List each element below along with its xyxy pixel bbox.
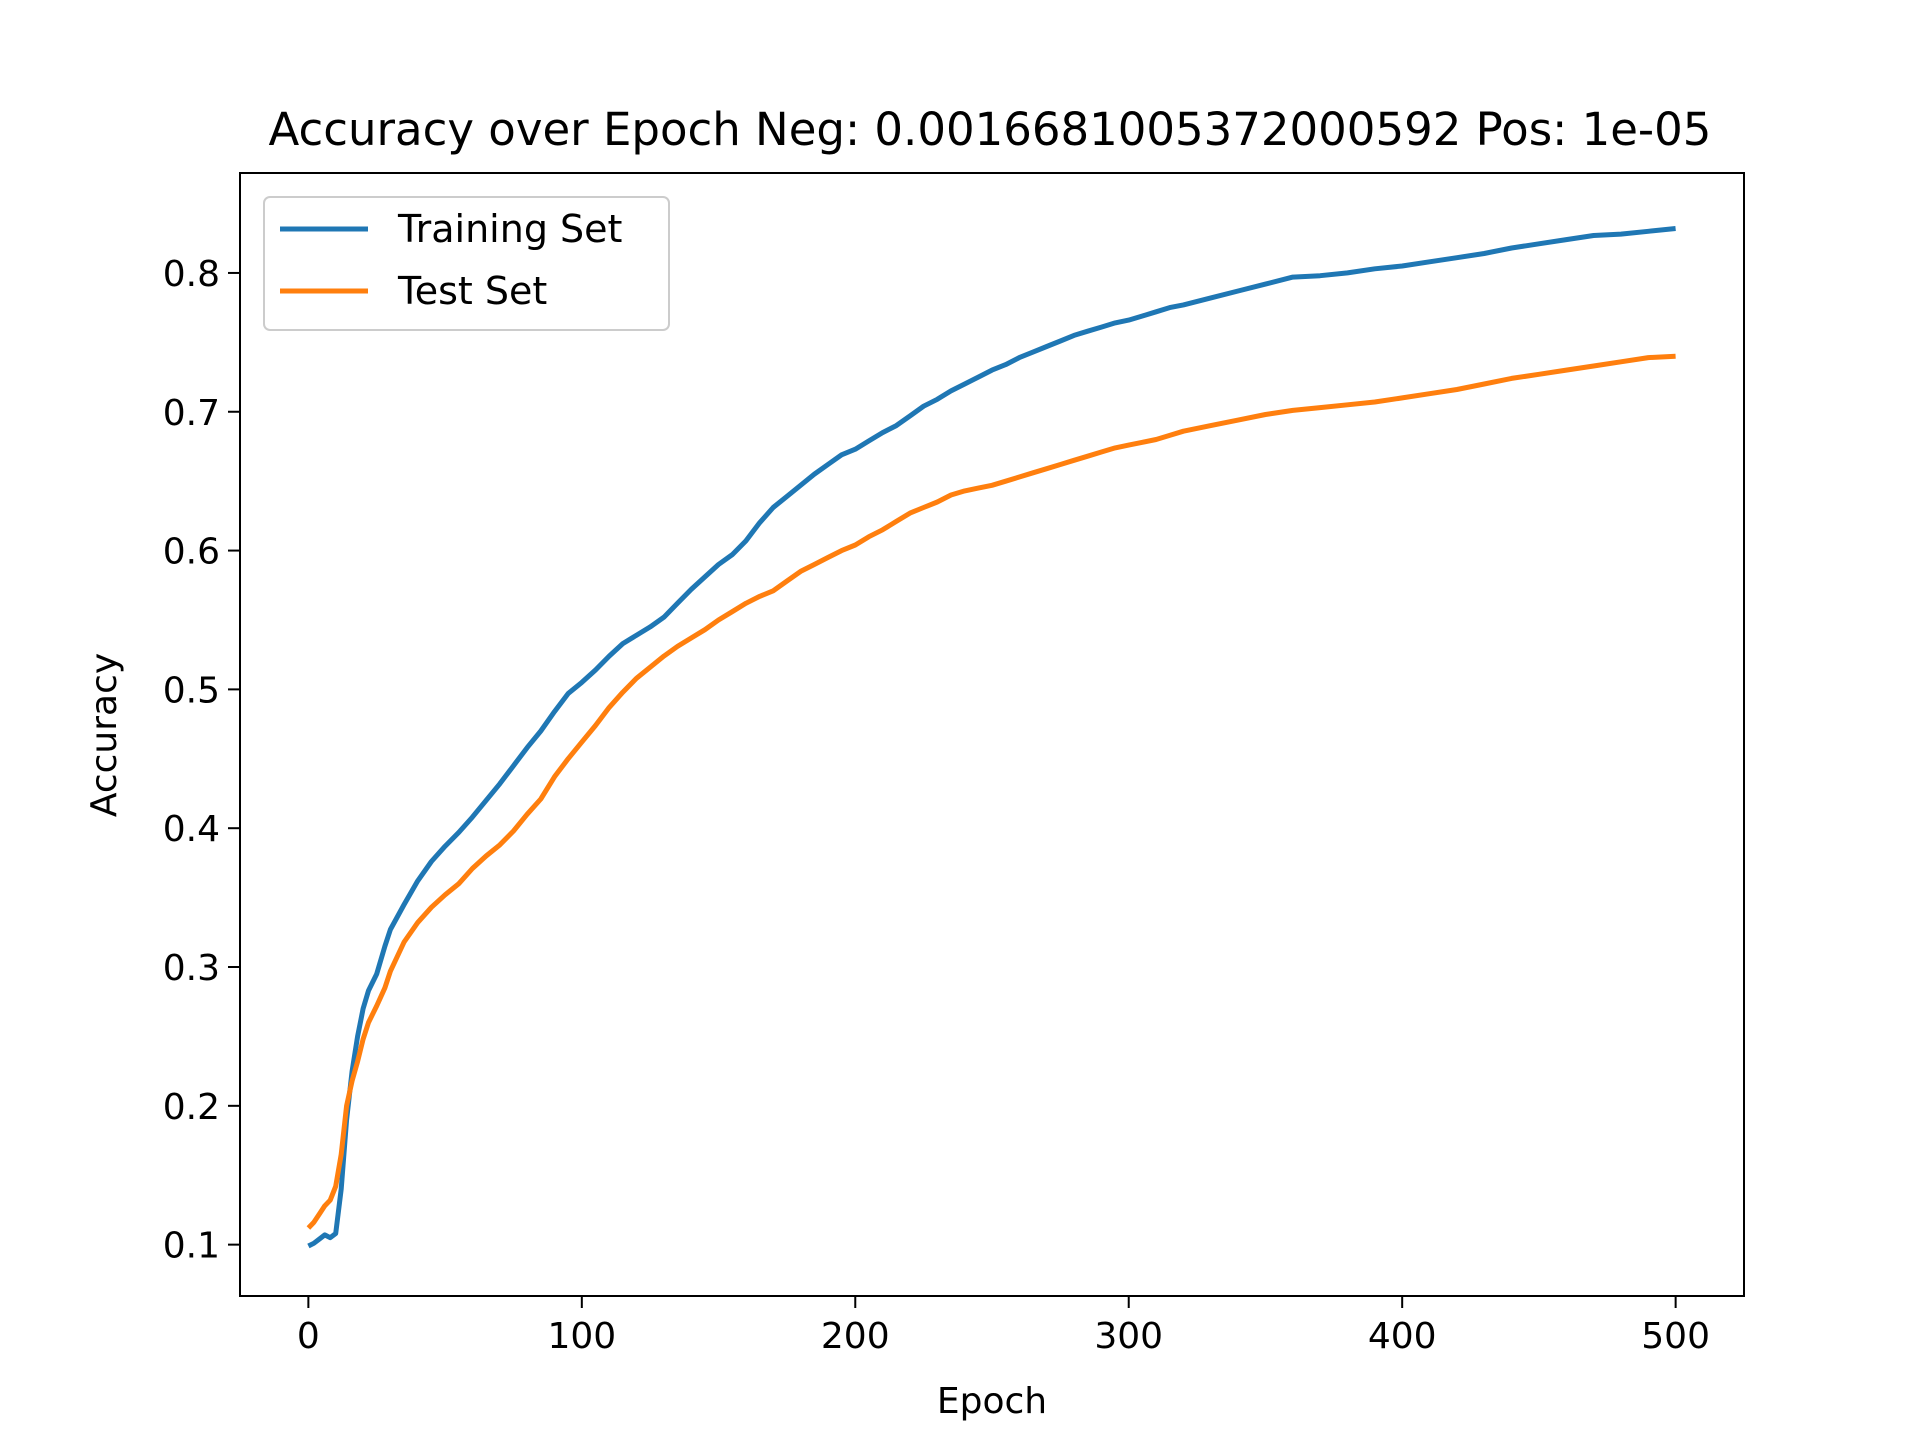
- plot-frame: [239, 172, 1745, 1297]
- x-axis-ticks: 0 100 200 300 400 500: [297, 1296, 1710, 1357]
- x-tick-label: 0: [297, 1316, 320, 1357]
- series-line-test-set: [306, 353, 1676, 1230]
- x-tick-label: 200: [821, 1316, 890, 1357]
- y-tick-label: 0.6: [163, 532, 220, 573]
- legend-label-training-set: Training Set: [397, 207, 622, 251]
- y-tick-label: 0.3: [163, 948, 220, 989]
- chart-title: Accuracy over Epoch Neg: 0.0016681005372…: [269, 103, 1712, 156]
- x-axis-label: Epoch: [937, 1381, 1047, 1422]
- x-tick-label: 400: [1368, 1316, 1437, 1357]
- x-tick-label: 500: [1641, 1316, 1710, 1357]
- y-axis-label: Accuracy: [84, 653, 125, 817]
- y-tick-label: 0.8: [163, 254, 220, 295]
- y-axis-ticks: 0.1 0.2 0.3 0.4 0.5 0.6 0.7 0.8: [163, 254, 240, 1267]
- y-tick-label: 0.2: [163, 1087, 220, 1128]
- legend-label-test-set: Test Set: [397, 269, 547, 313]
- y-tick-label: 0.1: [163, 1226, 220, 1267]
- x-tick-label: 300: [1094, 1316, 1163, 1357]
- plot-area: [306, 226, 1676, 1249]
- legend: Training Set Test Set: [263, 196, 670, 331]
- x-tick-label: 100: [547, 1316, 616, 1357]
- y-tick-label: 0.4: [163, 809, 220, 850]
- series-line-training-set: [307, 226, 1676, 1249]
- y-tick-label: 0.7: [163, 393, 220, 434]
- y-tick-label: 0.5: [163, 670, 220, 711]
